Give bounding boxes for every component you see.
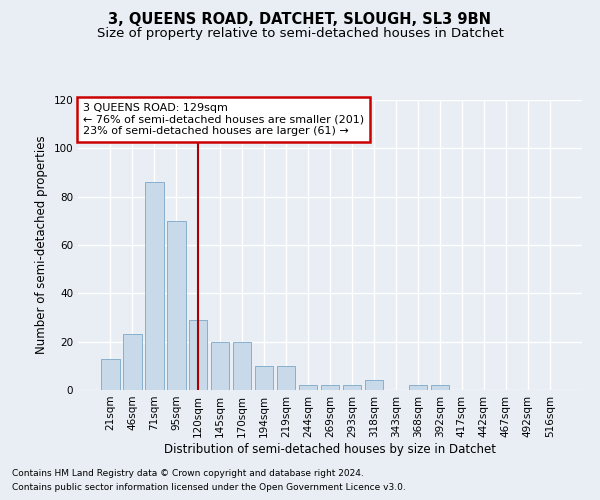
Bar [123, 334, 142, 390]
Text: Contains public sector information licensed under the Open Government Licence v3: Contains public sector information licen… [12, 484, 406, 492]
Bar [277, 366, 295, 390]
Bar [431, 385, 449, 390]
Bar [233, 342, 251, 390]
Bar [320, 385, 340, 390]
Bar [409, 385, 427, 390]
Bar [365, 380, 383, 390]
Bar [167, 221, 185, 390]
Y-axis label: Number of semi-detached properties: Number of semi-detached properties [35, 136, 48, 354]
Text: Contains HM Land Registry data © Crown copyright and database right 2024.: Contains HM Land Registry data © Crown c… [12, 468, 364, 477]
Text: Size of property relative to semi-detached houses in Datchet: Size of property relative to semi-detach… [97, 28, 503, 40]
Text: 3 QUEENS ROAD: 129sqm
← 76% of semi-detached houses are smaller (201)
23% of sem: 3 QUEENS ROAD: 129sqm ← 76% of semi-deta… [83, 103, 364, 136]
Bar [189, 320, 208, 390]
Bar [255, 366, 274, 390]
Bar [299, 385, 317, 390]
Bar [145, 182, 164, 390]
Bar [343, 385, 361, 390]
Bar [211, 342, 229, 390]
Bar [101, 358, 119, 390]
X-axis label: Distribution of semi-detached houses by size in Datchet: Distribution of semi-detached houses by … [164, 442, 496, 456]
Text: 3, QUEENS ROAD, DATCHET, SLOUGH, SL3 9BN: 3, QUEENS ROAD, DATCHET, SLOUGH, SL3 9BN [109, 12, 491, 28]
